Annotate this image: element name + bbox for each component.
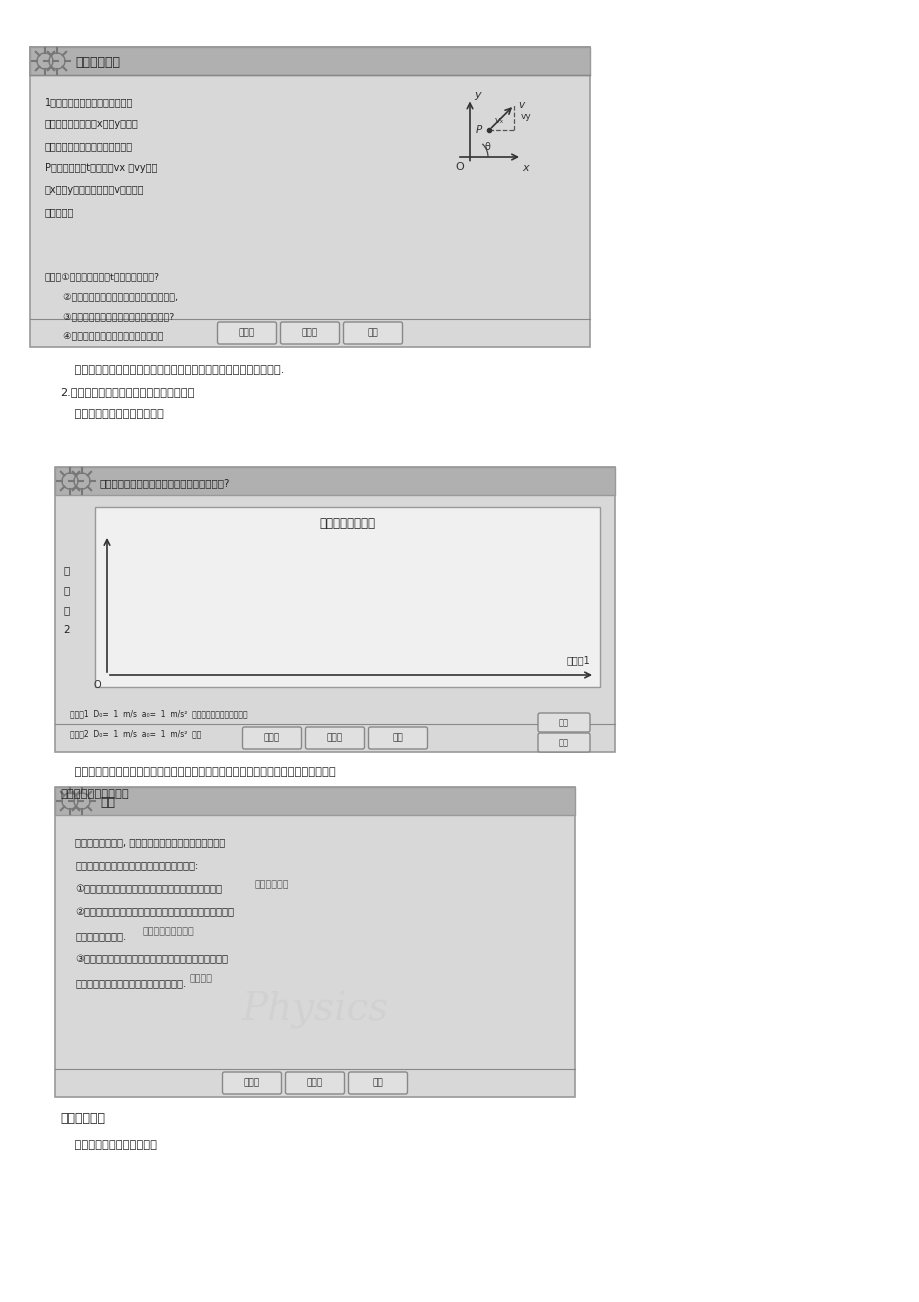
Text: 下一页: 下一页 (301, 328, 318, 337)
FancyBboxPatch shape (55, 786, 574, 1098)
FancyBboxPatch shape (348, 1072, 407, 1094)
Text: 两直线运动的合成, 合运动的性质和轨迹由分运动的性质: 两直线运动的合成, 合运动的性质和轨迹由分运动的性质 (75, 837, 225, 848)
Text: 问题：①红蜡块在某时刻t的位置怎么确定?: 问题：①红蜡块在某时刻t的位置怎么确定? (45, 272, 160, 281)
Bar (95, 506, 599, 687)
Text: x: x (521, 163, 528, 173)
Text: 上一页: 上一页 (264, 733, 279, 742)
Text: vy: vy (521, 112, 531, 121)
Text: ③红蜡块的位移的大小是多少？方向怎样?: ③红蜡块的位移的大小是多少？方向怎样? (45, 312, 175, 322)
Text: 二、理论探究: 二、理论探究 (75, 56, 119, 69)
FancyBboxPatch shape (343, 322, 403, 344)
Text: ①若合加速度为零，合运动是＿＿＿＿＿＿＿＿＿＿，: ①若合加速度为零，合运动是＿＿＿＿＿＿＿＿＿＿， (75, 884, 221, 894)
Text: P: P (475, 125, 481, 134)
FancyBboxPatch shape (538, 733, 589, 753)
Text: 2: 2 (63, 625, 70, 635)
Text: 匀速直线运动: 匀速直线运动 (255, 880, 289, 889)
Text: 分运动1  D₀=  1  m/s  a₀=  1  m/s²  改变各量的大小，规律不同: 分运动1 D₀= 1 m/s a₀= 1 m/s² 改变各量的大小，规律不同 (70, 710, 247, 719)
Text: 运动速度。: 运动速度。 (45, 207, 74, 217)
Text: 退出: 退出 (368, 328, 378, 337)
FancyBboxPatch shape (369, 727, 427, 749)
FancyBboxPatch shape (243, 727, 301, 749)
Text: O: O (93, 680, 101, 690)
Text: 下一页: 下一页 (307, 1078, 323, 1087)
Text: 曲线运动: 曲线运动 (190, 974, 213, 983)
Text: 屏幕切换到第七屏，如图：: 屏幕切换到第七屏，如图： (60, 1141, 157, 1150)
Text: ＿＿＿＿＿＿＿＿.: ＿＿＿＿＿＿＿＿. (75, 931, 126, 941)
Text: 开始运动时的位置，x轴和y轴的方: 开始运动时的位置，x轴和y轴的方 (45, 118, 139, 129)
FancyBboxPatch shape (30, 47, 589, 348)
Text: 向为水平向右和竖直向上的方向。: 向为水平向右和竖直向上的方向。 (45, 141, 133, 151)
FancyBboxPatch shape (217, 322, 277, 344)
Text: 讨论：两直线运动的合运动一定是直线运动吗?: 讨论：两直线运动的合运动一定是直线运动吗? (100, 478, 231, 488)
Text: ②红蜡块的运动轨迹为什么是直线？请证明,: ②红蜡块的运动轨迹为什么是直线？请证明, (45, 292, 177, 301)
Text: 运: 运 (63, 585, 70, 595)
Text: 播放: 播放 (559, 717, 568, 727)
Text: v: v (517, 100, 524, 109)
Text: 2.两直线运动的合运动一定是直线运动吗？: 2.两直线运动的合运动一定是直线运动吗？ (60, 387, 194, 397)
FancyBboxPatch shape (305, 727, 364, 749)
Text: 分运动1: 分运动1 (565, 655, 589, 665)
Text: 把屏幕切换到第五屏，如图：: 把屏幕切换到第五屏，如图： (60, 409, 164, 419)
FancyBboxPatch shape (280, 322, 339, 344)
Text: 1，在直角坐标系中，原点为蜡块: 1，在直角坐标系中，原点为蜡块 (45, 98, 133, 107)
FancyBboxPatch shape (30, 47, 589, 76)
Text: 三、知识应用: 三、知识应用 (60, 1112, 105, 1125)
Text: 分运动2  D₀=  1  m/s  a₀=  1  m/s²  情况: 分运动2 D₀= 1 m/s a₀= 1 m/s² 情况 (70, 729, 201, 738)
Text: 后总结得出如下结论：: 后总结得出如下结论： (60, 789, 129, 799)
Text: 加速或减速直线运动: 加速或减速直线运动 (142, 927, 195, 936)
FancyBboxPatch shape (285, 1072, 344, 1094)
Text: y: y (473, 90, 480, 100)
Text: Physics: Physics (241, 991, 388, 1029)
Text: 改变动画中两个分运动的初速度和加速度的值，模拟各种情况下的直线运动的合成，然: 改变动画中两个分运动的初速度和加速度的值，模拟各种情况下的直线运动的合成，然 (60, 767, 335, 777)
Text: 动: 动 (63, 605, 70, 615)
Text: ②若合加速度方向与合速度方向在同一直线上，则合运动是: ②若合加速度方向与合速度方向在同一直线上，则合运动是 (75, 907, 233, 918)
Text: 为x轴和y轴方向的速度，v为实际的: 为x轴和y轴方向的速度，v为实际的 (45, 185, 144, 195)
Text: 退出: 退出 (372, 1078, 383, 1087)
Text: vₓ: vₓ (494, 116, 504, 125)
Text: 来决定即由合速度与合加速度的方向关系决定:: 来决定即由合速度与合加速度的方向关系决定: (75, 861, 198, 871)
Text: 运动的合成与分解: 运动的合成与分解 (319, 517, 375, 530)
Text: 上一页: 上一页 (244, 1078, 260, 1087)
Bar (55, 467, 614, 495)
Text: P为蜡块在时刻t的位置，vx 和vy分别: P为蜡块在时刻t的位置，vx 和vy分别 (45, 163, 157, 173)
Text: O: O (455, 161, 463, 172)
Bar (30, 47, 589, 76)
Text: 上一页: 上一页 (239, 328, 255, 337)
Text: θ: θ (484, 142, 491, 152)
Text: 分: 分 (63, 565, 70, 575)
Text: 角），则合运动是＿＿＿＿＿＿＿＿＿＿.: 角），则合运动是＿＿＿＿＿＿＿＿＿＿. (75, 978, 186, 988)
Text: 下一页: 下一页 (326, 733, 343, 742)
Bar (55, 786, 574, 815)
FancyBboxPatch shape (538, 713, 589, 732)
Text: ④红蜡块速度大小是多少？方向怎样？: ④红蜡块速度大小是多少？方向怎样？ (45, 332, 164, 341)
Text: 退出: 退出 (392, 733, 403, 742)
FancyBboxPatch shape (222, 1072, 281, 1094)
Text: ③若合加速度方向与合速度方向不在同一直线上（有一夹: ③若合加速度方向与合速度方向不在同一直线上（有一夹 (75, 954, 228, 965)
FancyBboxPatch shape (55, 467, 614, 753)
Text: 结论: 结论 (100, 797, 115, 810)
Text: 根据图中提出的问题，让学生自己完成，然后和书中的结论进行对照.: 根据图中提出的问题，让学生自己完成，然后和书中的结论进行对照. (60, 365, 284, 375)
Text: 恢复: 恢复 (559, 738, 568, 747)
